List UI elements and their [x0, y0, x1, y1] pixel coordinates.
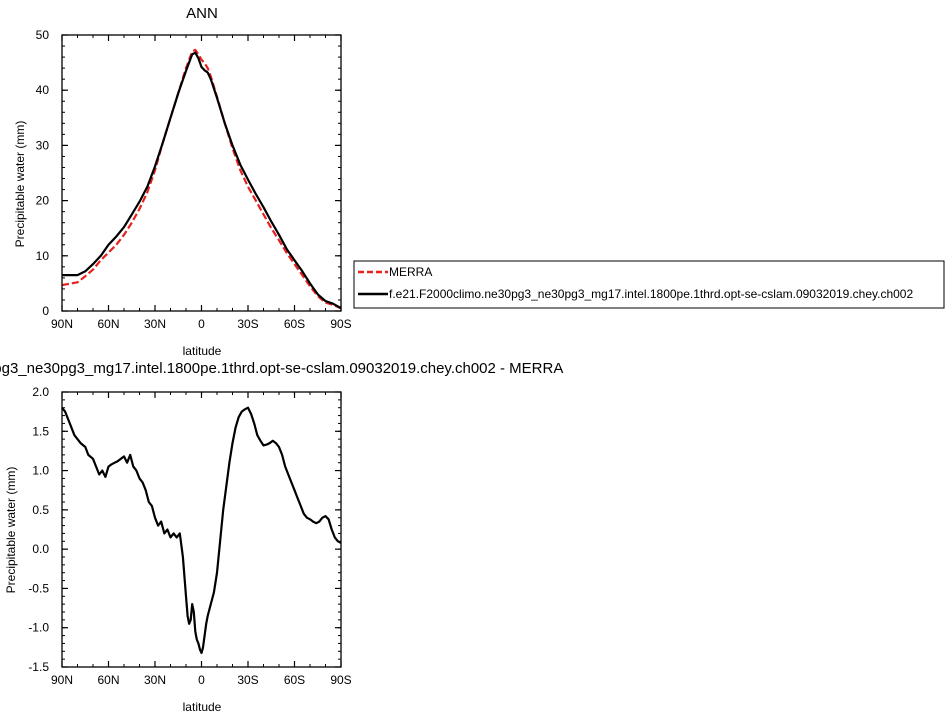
top-chart-title: ANN	[186, 5, 218, 22]
bottom-series-line-0	[61, 406, 342, 654]
legend-frame	[353, 260, 945, 309]
top-x-tick-label: 60S	[284, 317, 305, 331]
top-x-tick-label: 0	[198, 317, 205, 331]
top-x-tick-label: 90N	[51, 317, 73, 331]
bottom-x-tick-label: 30S	[237, 673, 258, 687]
bottom-y-tick-label: -0.5	[28, 581, 49, 595]
bottom-y-tick-label: 0.0	[32, 542, 49, 556]
top-x-tick-label: 30S	[237, 317, 258, 331]
top-y-tick-label: 20	[36, 194, 50, 208]
top-chart-plot-area: 90N 60N 30N 0 30S 60S 90S 0 10 20 30 40 50	[36, 28, 352, 331]
top-y-tick-label: 10	[36, 249, 50, 263]
top-y-tick-label: 30	[36, 138, 50, 152]
bottom-y-tick-label: 1.5	[32, 424, 49, 438]
top-y-tick-label: 40	[36, 83, 50, 97]
bottom-y-tick-label: -1.0	[28, 621, 49, 635]
top-y-tick-label: 50	[36, 28, 50, 42]
bottom-y-tick-label: 2.0	[32, 385, 49, 399]
legend-label-merra: MERRA	[389, 265, 432, 279]
legend: MERRA f.e21.F2000climo.ne30pg3_ne30pg3_m…	[353, 260, 945, 309]
top-series-line-1	[62, 51, 342, 310]
top-x-tick-label: 60N	[97, 317, 119, 331]
bottom-plot-frame	[61, 391, 342, 668]
bottom-chart-panel: f.e21.F2000climo.ne30pg3_ne30pg3_mg17.in…	[0, 360, 563, 714]
bottom-x-tick-label: 90S	[330, 673, 351, 687]
top-plot-frame	[61, 34, 342, 312]
top-chart-x-axis-label: latitude	[183, 344, 222, 358]
top-chart-y-axis-label: Precipitable water (mm)	[13, 121, 27, 248]
bottom-chart-x-axis-label: latitude	[183, 700, 222, 714]
bottom-chart-y-axis-label: Precipitable water (mm)	[4, 467, 18, 594]
top-y-tick-label: 0	[42, 304, 49, 318]
top-x-tick-label: 30N	[144, 317, 166, 331]
bottom-y-tick-label: 0.5	[32, 503, 49, 517]
top-chart-panel: ANN Precipitable water (mm) latitude 90N…	[13, 5, 352, 358]
bottom-x-tick-label: 60S	[284, 673, 305, 687]
legend-label-model: f.e21.F2000climo.ne30pg3_ne30pg3_mg17.in…	[389, 287, 913, 301]
bottom-chart-title: f.e21.F2000climo.ne30pg3_ne30pg3_mg17.in…	[0, 360, 563, 377]
bottom-x-tick-label: 90N	[51, 673, 73, 687]
top-x-tick-label: 90S	[330, 317, 351, 331]
bottom-x-tick-label: 0	[198, 673, 205, 687]
bottom-x-tick-label: 30N	[144, 673, 166, 687]
bottom-y-tick-label: 1.0	[32, 464, 49, 478]
bottom-chart-plot-area: 90N 60N 30N 0 30S 60S 90S -1.5 -1.0 -0.5 0.0 0.5 1.0…	[28, 385, 351, 687]
bottom-y-tick-label: -1.5	[28, 660, 49, 674]
bottom-x-tick-label: 60N	[97, 673, 119, 687]
top-series-line-0	[61, 48, 342, 310]
